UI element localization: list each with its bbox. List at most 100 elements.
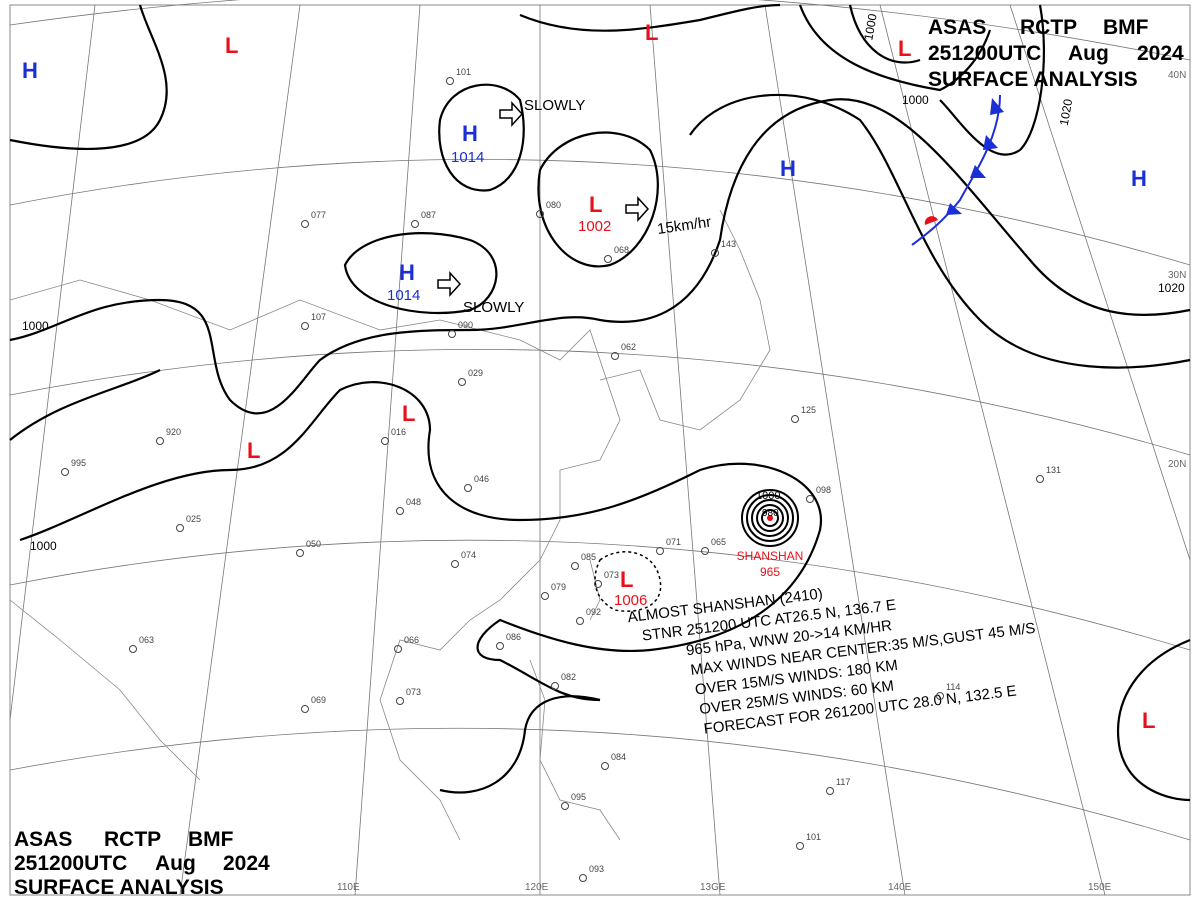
low-pressure-value: 1002 — [578, 218, 611, 235]
high-pressure-value: 1014 — [387, 287, 420, 304]
station-pressure: 114 — [946, 682, 960, 692]
station-pressure: 063 — [139, 635, 154, 645]
longitude-label: 120E — [525, 882, 549, 893]
station-marker — [446, 77, 454, 85]
station-marker — [301, 220, 309, 228]
taiwan-coastline — [589, 559, 601, 621]
station-marker — [464, 484, 472, 492]
latitude-label: 30N — [1168, 270, 1186, 281]
header-time: 251200UTC — [14, 852, 127, 875]
station-pressure: 086 — [506, 632, 521, 642]
low-pressure-symbol: L — [589, 192, 602, 217]
movement-arrow: SLOWLY — [499, 97, 585, 127]
station-marker — [711, 249, 719, 257]
station-marker — [936, 692, 944, 700]
station-marker — [411, 220, 419, 228]
station-pressure: 101 — [806, 832, 821, 842]
header-code: BMF — [1103, 16, 1149, 39]
low-pressure-symbol: L — [1142, 708, 1155, 733]
station-marker — [601, 762, 609, 770]
station-pressure: 074 — [461, 550, 476, 560]
station-marker — [826, 787, 834, 795]
isobar-north — [519, 3, 781, 32]
station-marker — [536, 210, 544, 218]
station-pressure: 079 — [551, 582, 566, 592]
station-pressure: 016 — [391, 427, 406, 437]
station-pressure: 085 — [581, 552, 596, 562]
station-pressure: 093 — [589, 864, 604, 874]
longitude-label: 140E — [888, 882, 912, 893]
isobars — [9, 3, 1191, 802]
low-pressure-symbol: L — [645, 20, 658, 45]
movement-label: SLOWLY — [524, 97, 585, 114]
station-pressure: 095 — [571, 792, 586, 802]
longitude-label: 13GE — [700, 882, 726, 893]
station-pressure: 101 — [456, 67, 471, 77]
low-pressure-symbol: L — [402, 401, 415, 426]
station-pressure: 073 — [406, 687, 421, 697]
typhoon-shanshan: 1000 980 SHANSHAN 965 — [737, 489, 804, 579]
station-pressure: 046 — [474, 474, 489, 484]
station-pressure: 082 — [561, 672, 576, 682]
station-pressure: 066 — [404, 635, 419, 645]
front-line — [911, 94, 1001, 246]
isobar-low-1002 — [537, 131, 659, 268]
station-marker — [611, 352, 619, 360]
station-marker — [541, 592, 549, 600]
latitude-label: 20N — [1168, 459, 1186, 470]
station-pressure: 131 — [1046, 465, 1061, 475]
cold-front-triangle — [990, 98, 1004, 115]
isobar-label: 1000 — [30, 539, 57, 553]
arrow-icon — [437, 271, 462, 297]
station-marker — [381, 437, 389, 445]
high-pressure-symbol: H — [1131, 166, 1147, 191]
low-pressure-symbol: L — [225, 33, 238, 58]
station-marker — [458, 378, 466, 386]
station-marker — [791, 415, 799, 423]
lat-line-30n — [9, 159, 1191, 266]
station-marker — [796, 842, 804, 850]
station-pressure: 090 — [458, 320, 473, 330]
header-code: ASAS — [14, 828, 72, 851]
typhoon-name: SHANSHAN — [737, 549, 804, 563]
longitude-label: 150E — [1088, 882, 1112, 893]
typhoon-isobar — [751, 499, 789, 537]
station-marker — [496, 642, 504, 650]
isobar-label: 1000 — [861, 12, 879, 41]
philippines-coastline — [529, 659, 621, 841]
station-marker — [656, 547, 664, 555]
station-pressure: 920 — [166, 427, 181, 437]
station-marker — [448, 330, 456, 338]
header-year: 2024 — [1137, 42, 1184, 65]
tropical-depression-circle — [594, 551, 662, 612]
station-marker — [301, 705, 309, 713]
station-marker — [561, 802, 569, 810]
station-pressure: 065 — [711, 537, 726, 547]
coastlines — [9, 209, 771, 841]
lon-line-110e — [354, 4, 421, 896]
low-pressure-symbol: L — [247, 438, 260, 463]
low-pressure-symbol: L — [898, 36, 911, 61]
station-pressure: 143 — [721, 239, 736, 249]
isobar-label: 1000 — [22, 319, 49, 333]
station-marker — [396, 697, 404, 705]
station-marker — [301, 322, 309, 330]
station-pressure: 098 — [816, 485, 831, 495]
header-code: ASAS — [928, 16, 986, 39]
station-marker — [1036, 475, 1044, 483]
station-pressure: 073 — [604, 570, 619, 580]
station-pressure: 069 — [311, 695, 326, 705]
isobar-northwest — [9, 4, 168, 151]
high-pressure-symbol: H — [399, 260, 415, 285]
header-title: SURFACE ANALYSIS — [928, 68, 1138, 91]
lat-line-10n — [9, 539, 1191, 651]
cold-front-triangle — [946, 203, 962, 215]
movement-label: SLOWLY — [463, 299, 524, 316]
station-pressure: 092 — [586, 607, 601, 617]
typhoon-pressure: 965 — [760, 565, 780, 579]
station-marker — [594, 580, 602, 588]
station-marker — [129, 645, 137, 653]
header-month: Aug — [155, 852, 196, 875]
lon-line-130e — [649, 4, 721, 896]
station-marker — [701, 547, 709, 555]
